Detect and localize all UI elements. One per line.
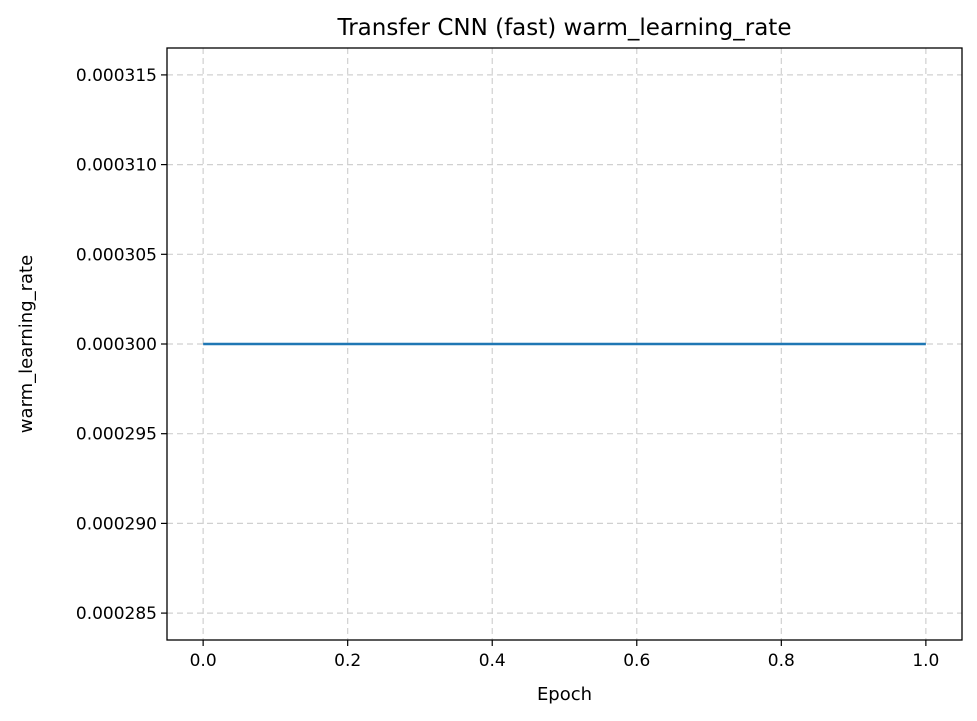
x-axis-label: Epoch <box>537 684 592 705</box>
chart-title: Transfer CNN (fast) warm_learning_rate <box>337 15 792 41</box>
y-axis-label: warm_learning_rate <box>16 255 37 433</box>
x-tick-label: 0.6 <box>623 651 650 671</box>
y-tick-label: 0.000295 <box>76 425 157 445</box>
x-tick-label: 0.0 <box>190 651 217 671</box>
y-tick-label: 0.000290 <box>76 514 157 534</box>
x-tick-label: 1.0 <box>912 651 939 671</box>
x-tick-label: 0.8 <box>768 651 795 671</box>
x-tick-label: 0.2 <box>334 651 361 671</box>
x-tick-label: 0.4 <box>479 651 506 671</box>
y-tick-label: 0.000305 <box>76 245 157 265</box>
y-tick-label: 0.000310 <box>76 156 157 176</box>
y-tick-label: 0.000300 <box>76 335 157 355</box>
ticks: 0.0 0.2 0.4 0.6 0.8 1.0 0.000285 0.000290 0.0002… <box>76 66 940 671</box>
y-tick-label: 0.000285 <box>76 604 157 624</box>
y-tick-label: 0.000315 <box>76 66 157 86</box>
